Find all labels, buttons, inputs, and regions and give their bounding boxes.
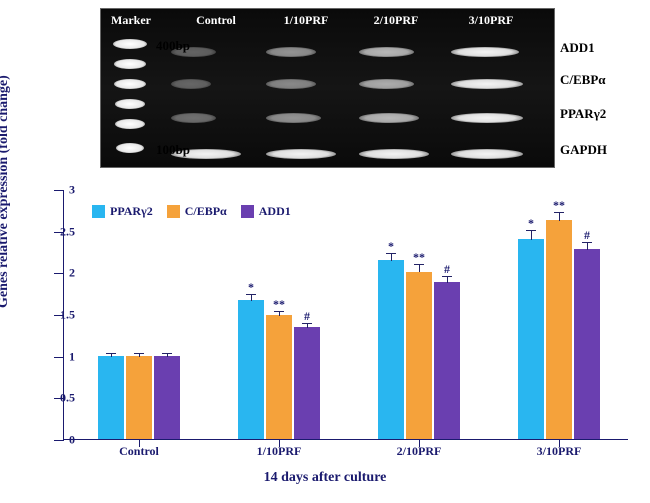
bar xyxy=(98,356,124,439)
legend-swatch xyxy=(167,205,180,218)
ladder-band xyxy=(114,79,146,89)
gel-band xyxy=(451,113,523,123)
y-tick-label: 0 xyxy=(69,433,75,448)
error-bar xyxy=(447,276,448,284)
gene-label-cebpa: C/EBPα xyxy=(560,72,606,88)
gel-band xyxy=(451,47,519,57)
error-bar-cap xyxy=(106,353,116,354)
error-bar xyxy=(531,230,532,240)
gel-band xyxy=(171,79,211,89)
error-bar-cap xyxy=(162,353,172,354)
bar xyxy=(266,315,292,439)
error-bar xyxy=(391,253,392,261)
gel-col-label-control: Control xyxy=(196,13,236,28)
bar-chart: Genes relative expression (fold change) … xyxy=(0,180,650,490)
gene-label-add1: ADD1 xyxy=(560,40,595,56)
y-tick-label: 2.5 xyxy=(60,224,75,239)
legend-item: ADD1 xyxy=(241,204,291,219)
gel-band xyxy=(266,79,316,89)
error-bar xyxy=(587,242,588,250)
y-axis-title: Genes relative expression (fold change) xyxy=(0,75,12,308)
gel-row xyxy=(161,145,544,165)
gel-band xyxy=(266,149,336,159)
bar xyxy=(154,356,180,439)
gel-band xyxy=(359,149,429,159)
y-tick-label: 0.5 xyxy=(60,391,75,406)
error-bar-cap xyxy=(134,353,144,354)
gel-band xyxy=(359,79,414,89)
legend-label: ADD1 xyxy=(259,204,291,219)
x-tick xyxy=(139,439,140,447)
bar xyxy=(294,327,320,440)
gel-marker-lane xyxy=(109,29,151,159)
y-tick-label: 2 xyxy=(69,266,75,281)
error-bar xyxy=(419,264,420,272)
y-tick-label: 1 xyxy=(69,349,75,364)
significance-marker: ** xyxy=(273,297,285,312)
bar xyxy=(126,356,152,439)
legend-swatch xyxy=(92,205,105,218)
y-tick xyxy=(54,440,64,441)
legend-label: PPARγ2 xyxy=(110,204,153,219)
gel-row xyxy=(161,75,544,95)
gel-col-label-marker: Marker xyxy=(111,13,151,28)
y-tick xyxy=(54,273,64,274)
gel-row xyxy=(161,43,544,63)
significance-marker: * xyxy=(248,280,254,295)
chart-legend: PPARγ2 C/EBPα ADD1 xyxy=(92,204,291,219)
gel-col-label-prf3: 3/10PRF xyxy=(469,13,514,28)
bar xyxy=(518,239,544,439)
y-tick-label: 1.5 xyxy=(60,308,75,323)
gene-label-pparg2: PPARγ2 xyxy=(560,106,606,122)
bar xyxy=(378,260,404,439)
significance-marker: * xyxy=(388,239,394,254)
ladder-band xyxy=(116,143,144,153)
legend-swatch xyxy=(241,205,254,218)
significance-marker: ** xyxy=(413,250,425,265)
error-bar xyxy=(559,212,560,221)
bar xyxy=(238,300,264,439)
ladder-band xyxy=(113,39,147,49)
bar xyxy=(434,282,460,439)
gel-band xyxy=(266,113,321,123)
gel-band xyxy=(266,47,316,57)
bp-label-100: 100bp xyxy=(156,142,190,158)
bar xyxy=(406,272,432,440)
gel-band xyxy=(359,113,419,123)
gel-row xyxy=(161,109,544,129)
legend-item: C/EBPα xyxy=(167,204,227,219)
gel-band xyxy=(171,113,216,123)
significance-marker: # xyxy=(304,309,310,324)
significance-marker: * xyxy=(528,216,534,231)
x-tick xyxy=(279,439,280,447)
gel-col-label-prf1: 1/10PRF xyxy=(284,13,329,28)
ladder-band xyxy=(114,59,147,69)
x-axis-title: 14 days after culture xyxy=(264,470,387,486)
bp-label-400: 400bp xyxy=(156,38,190,54)
gel-band xyxy=(359,47,414,57)
gel-col-label-prf2: 2/10PRF xyxy=(374,13,419,28)
plot-area: PPARγ2C/EBPαADD1 Control1/10PRF2/10PRF3/… xyxy=(63,190,628,440)
significance-marker: # xyxy=(444,262,450,277)
ladder-band xyxy=(115,119,144,129)
gel-band xyxy=(451,79,523,89)
gene-label-gapdh: GAPDH xyxy=(560,142,607,158)
legend-label: C/EBPα xyxy=(185,204,227,219)
ladder-band xyxy=(115,99,145,109)
significance-marker: ** xyxy=(553,198,565,213)
y-tick xyxy=(54,190,64,191)
x-tick xyxy=(559,439,560,447)
gel-band xyxy=(451,149,523,159)
y-tick xyxy=(54,357,64,358)
y-tick-label: 3 xyxy=(69,183,75,198)
significance-marker: # xyxy=(584,228,590,243)
bar xyxy=(546,220,572,439)
x-tick xyxy=(419,439,420,447)
legend-item: PPARγ2 xyxy=(92,204,153,219)
bar xyxy=(574,249,600,439)
